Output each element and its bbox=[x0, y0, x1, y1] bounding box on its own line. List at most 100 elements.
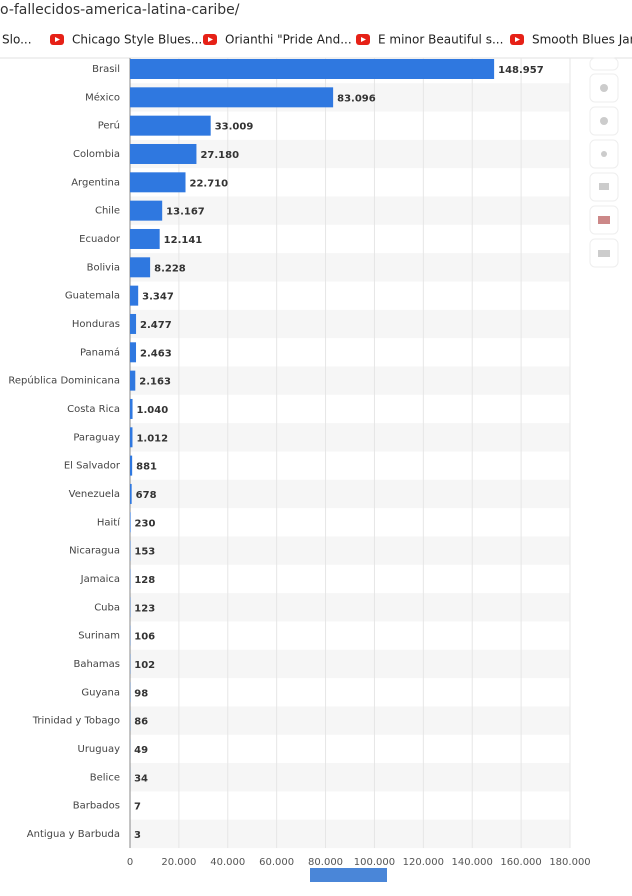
data-label: 27.180 bbox=[200, 150, 239, 161]
x-tick-label: 100.000 bbox=[354, 857, 395, 868]
bar bbox=[130, 228, 160, 249]
data-label: 33.009 bbox=[215, 122, 254, 133]
y-tick-label: Costa Rica bbox=[67, 404, 120, 415]
bar bbox=[130, 59, 495, 79]
x-tick-label: 140.000 bbox=[452, 857, 493, 868]
bookmark[interactable]: Smooth Blues Jam bbox=[532, 33, 632, 47]
data-label: 8.228 bbox=[154, 263, 186, 274]
y-tick-label: Jamaica bbox=[80, 574, 120, 585]
bar bbox=[130, 143, 197, 164]
data-label: 153 bbox=[134, 547, 155, 558]
data-label: 34 bbox=[134, 773, 148, 784]
y-tick-label: Venezuela bbox=[69, 489, 120, 500]
y-tick-label: Barbados bbox=[73, 801, 120, 812]
bar bbox=[130, 342, 137, 363]
data-label: 102 bbox=[134, 660, 155, 671]
y-tick-label: Haití bbox=[97, 516, 121, 528]
x-tick-label: 60.000 bbox=[259, 857, 294, 868]
data-label: 98 bbox=[134, 688, 148, 699]
bar bbox=[130, 370, 136, 391]
data-label: 128 bbox=[134, 575, 155, 586]
row-band bbox=[130, 253, 570, 282]
x-tick-label: 0 bbox=[127, 857, 133, 868]
bookmark[interactable]: Orianthi "Pride And... bbox=[225, 33, 352, 47]
bookmark[interactable]: Chicago Style Blues... bbox=[72, 33, 202, 47]
y-tick-label: Paraguay bbox=[73, 432, 120, 443]
bar bbox=[130, 87, 334, 108]
bookmarks-bar bbox=[0, 22, 632, 58]
data-label: 22.710 bbox=[190, 178, 229, 189]
row-band bbox=[130, 139, 570, 169]
y-tick-label: Bolivia bbox=[87, 262, 120, 273]
play-icon bbox=[208, 37, 213, 42]
x-tick-label: 80.000 bbox=[308, 857, 343, 868]
data-label: 49 bbox=[134, 745, 148, 756]
data-label: 86 bbox=[134, 717, 148, 728]
y-tick-label: Belice bbox=[90, 772, 120, 783]
y-tick-label: República Dominicana bbox=[8, 375, 120, 387]
row-band bbox=[130, 423, 570, 452]
x-tick-label: 160.000 bbox=[500, 857, 541, 868]
bookmark[interactable]: Slo... bbox=[2, 33, 32, 47]
play-icon bbox=[361, 37, 366, 42]
data-label: 106 bbox=[134, 632, 155, 643]
y-tick-label: Nicaragua bbox=[69, 546, 120, 557]
row-band bbox=[130, 593, 570, 622]
data-label: 7 bbox=[134, 802, 141, 813]
y-tick-label: Guatemala bbox=[65, 291, 120, 302]
bar bbox=[130, 483, 132, 504]
y-tick-label: Cuba bbox=[94, 602, 120, 613]
data-label: 881 bbox=[136, 462, 157, 473]
bar bbox=[130, 257, 151, 278]
x-tick-label: 20.000 bbox=[161, 857, 196, 868]
y-tick-label: Ecuador bbox=[79, 234, 121, 245]
bookmark[interactable]: E minor Beautiful s... bbox=[378, 33, 503, 47]
row-band bbox=[130, 309, 570, 339]
data-label: 1.012 bbox=[136, 433, 168, 444]
data-label: 3.347 bbox=[142, 292, 174, 303]
bar bbox=[130, 115, 211, 136]
data-label: 123 bbox=[134, 603, 155, 614]
data-label: 2.163 bbox=[139, 377, 171, 388]
y-tick-label: México bbox=[85, 91, 120, 103]
data-label: 13.167 bbox=[166, 207, 205, 218]
y-tick-label: Antigua y Barbuda bbox=[27, 829, 120, 840]
x-tick-label: 180.000 bbox=[549, 857, 590, 868]
play-icon bbox=[55, 37, 60, 42]
bar bbox=[130, 455, 133, 476]
bar bbox=[130, 200, 163, 221]
data-label: 83.096 bbox=[337, 93, 376, 104]
row-band bbox=[130, 479, 570, 509]
y-tick-label: Trinidad y Tobago bbox=[32, 716, 120, 727]
y-tick-label: Brasil bbox=[92, 64, 120, 75]
y-tick-label: Honduras bbox=[72, 319, 120, 330]
bar bbox=[130, 285, 139, 306]
row-band bbox=[130, 706, 570, 735]
data-label: 148.957 bbox=[498, 65, 544, 76]
row-band bbox=[130, 649, 570, 679]
bar bbox=[130, 427, 133, 448]
y-tick-label: Perú bbox=[98, 120, 120, 132]
bar bbox=[130, 512, 131, 533]
y-tick-label: Guyana bbox=[81, 687, 120, 698]
data-label: 2.477 bbox=[140, 320, 172, 331]
bar bbox=[130, 172, 186, 193]
y-tick-label: Panamá bbox=[80, 346, 120, 358]
row-band bbox=[130, 366, 570, 395]
y-tick-label: Uruguay bbox=[78, 744, 121, 755]
row-band bbox=[130, 819, 570, 849]
side-toolbar bbox=[589, 57, 619, 268]
y-tick-label: Colombia bbox=[73, 149, 120, 160]
bar bbox=[130, 313, 137, 334]
y-tick-label: El Salvador bbox=[64, 461, 121, 472]
data-label: 1.040 bbox=[137, 405, 169, 416]
data-label: 12.141 bbox=[164, 235, 203, 246]
x-tick-label: 120.000 bbox=[403, 857, 444, 868]
y-tick-label: Surinam bbox=[78, 631, 120, 642]
bar bbox=[130, 398, 133, 419]
y-tick-label: Bahamas bbox=[73, 659, 120, 670]
source-button[interactable] bbox=[310, 868, 387, 882]
url[interactable]: o-fallecidos-america-latina-caribe/ bbox=[0, 2, 240, 18]
data-label: 2.463 bbox=[140, 348, 172, 359]
